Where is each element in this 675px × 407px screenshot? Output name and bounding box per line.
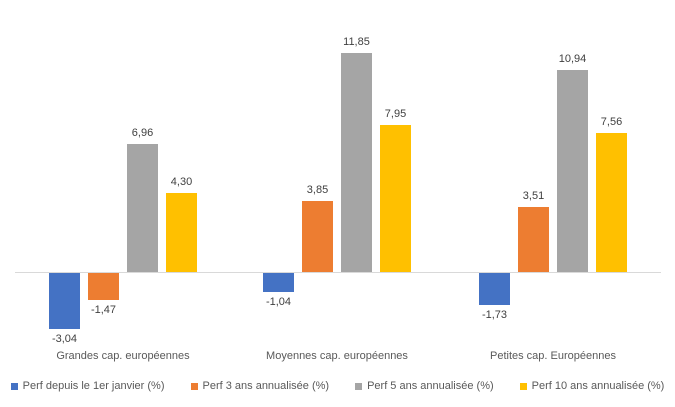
category-label: Grandes cap. européennes <box>56 350 190 362</box>
value-label: 3,51 <box>522 190 545 203</box>
legend-label: Perf 5 ans annualisée (%) <box>367 380 494 392</box>
bar-series-1-cat-0 <box>88 273 119 301</box>
bar-series-0-cat-0 <box>49 273 80 330</box>
legend-swatch-icon <box>519 382 527 390</box>
legend-swatch-icon <box>10 382 18 390</box>
value-label: 7,95 <box>384 108 407 121</box>
legend-label: Perf 3 ans annualisée (%) <box>202 380 330 392</box>
legend-label: Perf depuis le 1er janvier (%) <box>22 380 165 392</box>
value-label: 10,94 <box>558 53 587 66</box>
value-label: -3,04 <box>51 333 78 346</box>
bar-series-3-cat-1 <box>380 125 411 272</box>
legend-item-3: Perf 10 ans annualisée (%) <box>519 380 665 392</box>
value-label: -1,47 <box>90 304 117 317</box>
value-label: -1,04 <box>265 296 292 309</box>
x-axis-line <box>15 272 661 273</box>
legend-item-0: Perf depuis le 1er janvier (%) <box>10 380 165 392</box>
legend-label: Perf 10 ans annualisée (%) <box>531 380 665 392</box>
value-label: 3,85 <box>306 183 329 196</box>
bar-series-1-cat-2 <box>518 207 549 272</box>
bar-series-0-cat-1 <box>263 273 294 293</box>
legend-item-2: Perf 5 ans annualisée (%) <box>355 380 494 392</box>
value-label: 11,85 <box>343 36 370 49</box>
legend-swatch-icon <box>190 382 198 390</box>
bar-series-2-cat-1 <box>341 53 372 272</box>
bar-series-1-cat-1 <box>302 200 333 272</box>
bar-series-2-cat-2 <box>557 70 588 272</box>
legend: Perf depuis le 1er janvier (%) Perf 3 ans… <box>0 380 675 392</box>
value-label: 4,30 <box>170 175 193 188</box>
legend-swatch-icon <box>355 382 363 390</box>
value-label: 6,96 <box>131 126 154 139</box>
bar-series-2-cat-0 <box>127 143 158 272</box>
bar-series-3-cat-2 <box>596 132 627 272</box>
bar-series-3-cat-0 <box>166 192 197 272</box>
category-label: Petites cap. Européennes <box>490 350 616 362</box>
value-label: 7,56 <box>600 115 623 128</box>
value-label: -1,73 <box>481 308 508 321</box>
category-label: Moyennes cap. européennes <box>266 350 408 362</box>
legend-item-1: Perf 3 ans annualisée (%) <box>190 380 330 392</box>
bar-series-0-cat-2 <box>479 273 510 305</box>
